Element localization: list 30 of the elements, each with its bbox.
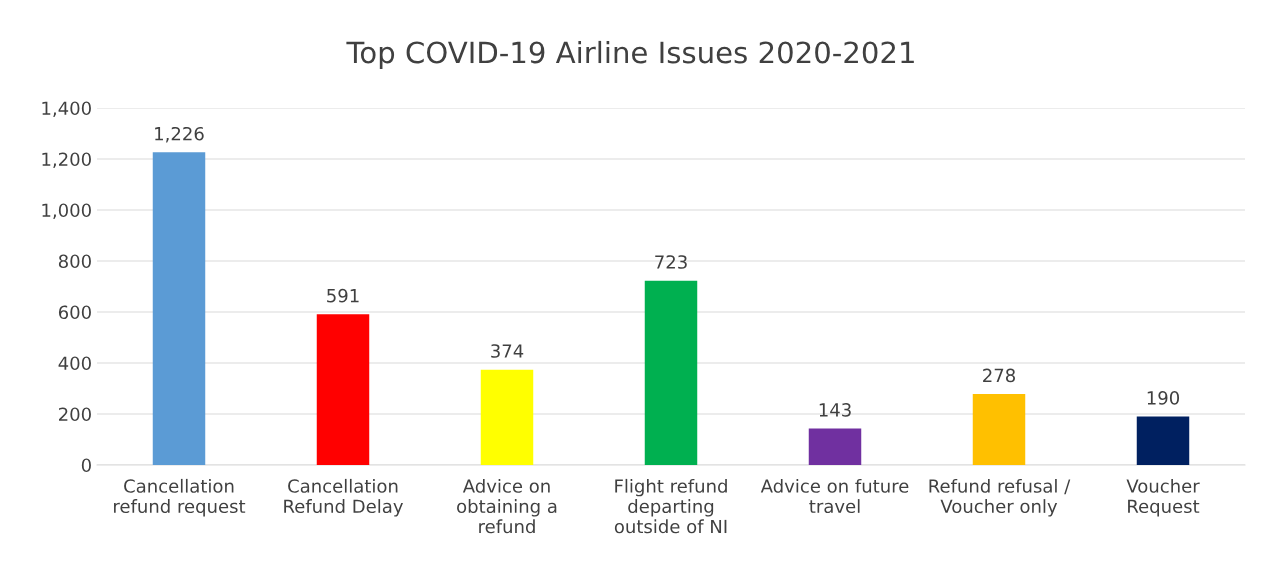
x-tick-label: Cancellation Refund Delay [284,478,403,517]
y-tick-label: 1,000 [42,203,91,219]
chart-title: Top COVID-19 Airline Issues 2020-2021 [346,40,914,70]
y-tick-label: 600 [58,305,91,320]
data-label: 374 [491,344,524,358]
y-tick-label: 200 [59,407,91,422]
y-tick-label: 1,200 [42,152,91,168]
x-tick-label: Voucher Request [1126,478,1200,517]
x-tick-label: Refund refusal / Voucher only [929,478,1071,517]
x-tick-label: Cancellation refund request [114,478,246,517]
x-tick-label: Flight refund departing outside of NI [614,478,727,534]
bar [316,314,370,465]
bar [152,152,206,465]
bar [644,280,698,465]
y-tick-label: 1,400 [42,101,91,117]
data-label: 278 [983,368,1015,383]
x-tick-label: Advice on obtaining a refund [457,478,557,534]
data-label: 1,226 [155,126,204,143]
bar [1136,416,1190,465]
y-tick-label: 0 [81,458,91,473]
bar [808,428,862,465]
y-tick-label: 800 [58,254,91,269]
data-label: 143 [819,403,851,417]
bar [972,394,1026,465]
data-label: 723 [655,255,687,269]
data-label: 591 [327,288,359,303]
data-label: 190 [1147,391,1180,405]
y-tick-label: 400 [58,356,91,371]
x-tick-label: Advice on future travel [760,478,909,514]
bar [480,369,534,465]
